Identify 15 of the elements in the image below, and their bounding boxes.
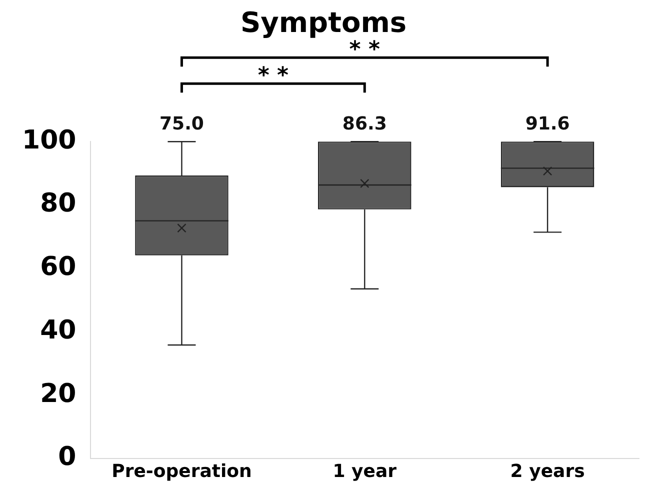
x-tick-label: Pre-operation [112,460,252,482]
x-tick-label: 1 year [332,460,397,482]
x-tick-label: 2 years [510,460,585,482]
y-tick-label: 60 [40,252,76,282]
text: 91.6 [525,113,570,134]
y-tick-label: 0 [58,442,76,472]
text: 75.0 [160,113,204,134]
text: * * [349,37,380,62]
text: * * [258,63,290,88]
chart-title: Symptoms [240,6,407,40]
y-tick-label: 20 [40,378,76,409]
text: 86.3 [342,113,387,134]
y-tick-label: 100 [22,125,76,156]
y-tick-label: 40 [40,315,76,346]
y-tick-label: 80 [40,188,76,219]
